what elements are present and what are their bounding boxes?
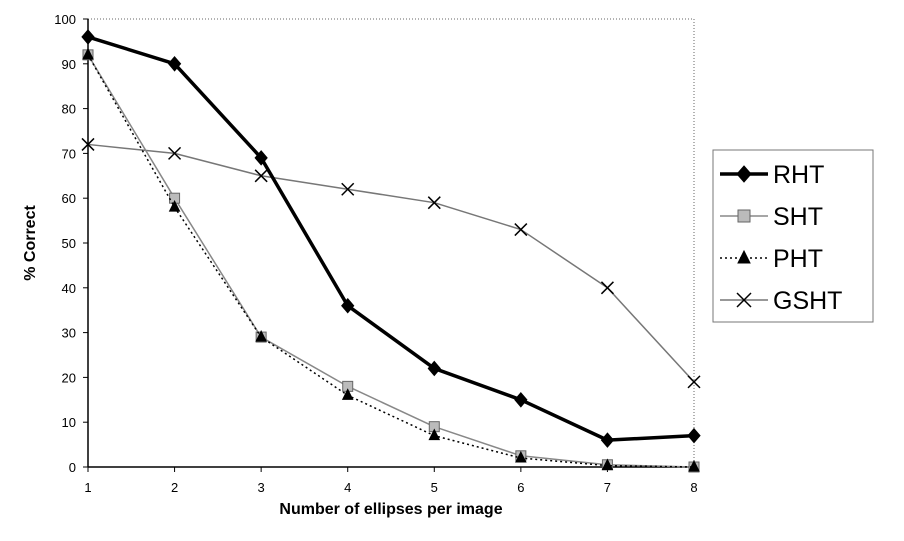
gsht-point xyxy=(600,281,614,295)
rht-point xyxy=(687,427,701,444)
y-tick-label: 50 xyxy=(62,236,76,251)
y-axis-title: % Correct xyxy=(22,205,39,281)
gsht-point xyxy=(687,375,701,389)
rht-point xyxy=(514,392,528,408)
legend-entry-pht: PHT xyxy=(720,245,823,273)
pht-point xyxy=(168,200,181,212)
pht-point xyxy=(341,388,354,400)
pht-point xyxy=(601,458,614,471)
legend-entry-sht: SHT xyxy=(720,203,823,231)
rht-point xyxy=(167,56,182,72)
x-tick-label: 5 xyxy=(431,480,438,495)
pht-point xyxy=(737,249,751,264)
gsht-point xyxy=(514,223,528,237)
legend-label: RHT xyxy=(773,161,824,189)
x-axis-title: Number of ellipses per image xyxy=(279,501,502,518)
y-tick-label: 70 xyxy=(62,146,76,161)
series-gsht xyxy=(81,137,701,389)
pht-point xyxy=(688,459,700,472)
gsht-point xyxy=(254,169,268,183)
pht-point xyxy=(515,450,527,463)
y-tick-label: 100 xyxy=(54,12,76,27)
pht-point xyxy=(82,47,94,60)
y-tick-label: 90 xyxy=(62,57,76,72)
gsht-point xyxy=(341,182,355,196)
legend-label: GSHT xyxy=(773,287,842,315)
gsht-point xyxy=(168,146,182,160)
y-ticks: 0 10 20 30 40 50 60 70 80 90 100 xyxy=(54,12,88,475)
pht-line xyxy=(87,54,695,468)
rht-line xyxy=(87,35,695,442)
y-tick-label: 0 xyxy=(69,460,76,475)
sht-line xyxy=(87,54,695,468)
x-tick-label: 1 xyxy=(84,480,91,495)
x-tick-label: 7 xyxy=(604,480,611,495)
rht-point xyxy=(600,432,615,448)
legend-entry-gsht: GSHT xyxy=(720,287,842,315)
gsht-point xyxy=(427,196,441,210)
x-tick-label: 2 xyxy=(171,480,178,495)
y-tick-label: 10 xyxy=(62,415,76,430)
series-layer xyxy=(81,29,701,473)
legend: RHT SHT PHT GSHT xyxy=(712,149,874,323)
pht-point xyxy=(255,329,267,342)
y-tick-label: 60 xyxy=(62,191,76,206)
gsht-point xyxy=(736,292,752,308)
rht-point xyxy=(427,360,441,377)
x-ticks: 1 2 3 4 5 6 7 8 xyxy=(84,467,698,495)
sht-point xyxy=(737,209,751,223)
series-pht xyxy=(82,47,700,472)
legend-entry-rht: RHT xyxy=(720,161,824,189)
gsht-line xyxy=(87,143,695,383)
legend-label: SHT xyxy=(773,203,823,231)
legend-box xyxy=(712,149,874,323)
x-tick-label: 4 xyxy=(344,480,351,495)
rht-point xyxy=(736,165,752,183)
x-tick-label: 8 xyxy=(690,480,697,495)
x-tick-label: 3 xyxy=(258,480,265,495)
y-tick-label: 40 xyxy=(62,281,76,296)
series-sht xyxy=(82,49,700,473)
y-tick-label: 30 xyxy=(62,326,76,341)
rht-point xyxy=(341,297,355,314)
pht-point xyxy=(428,428,441,441)
legend-label: PHT xyxy=(773,245,823,273)
x-tick-label: 6 xyxy=(517,480,524,495)
series-rht xyxy=(81,29,701,448)
plot-area-border xyxy=(87,18,695,468)
y-tick-label: 80 xyxy=(62,102,76,117)
gsht-point xyxy=(81,137,95,151)
rht-point xyxy=(81,29,95,45)
y-tick-label: 20 xyxy=(62,370,76,385)
rht-point xyxy=(254,150,268,166)
